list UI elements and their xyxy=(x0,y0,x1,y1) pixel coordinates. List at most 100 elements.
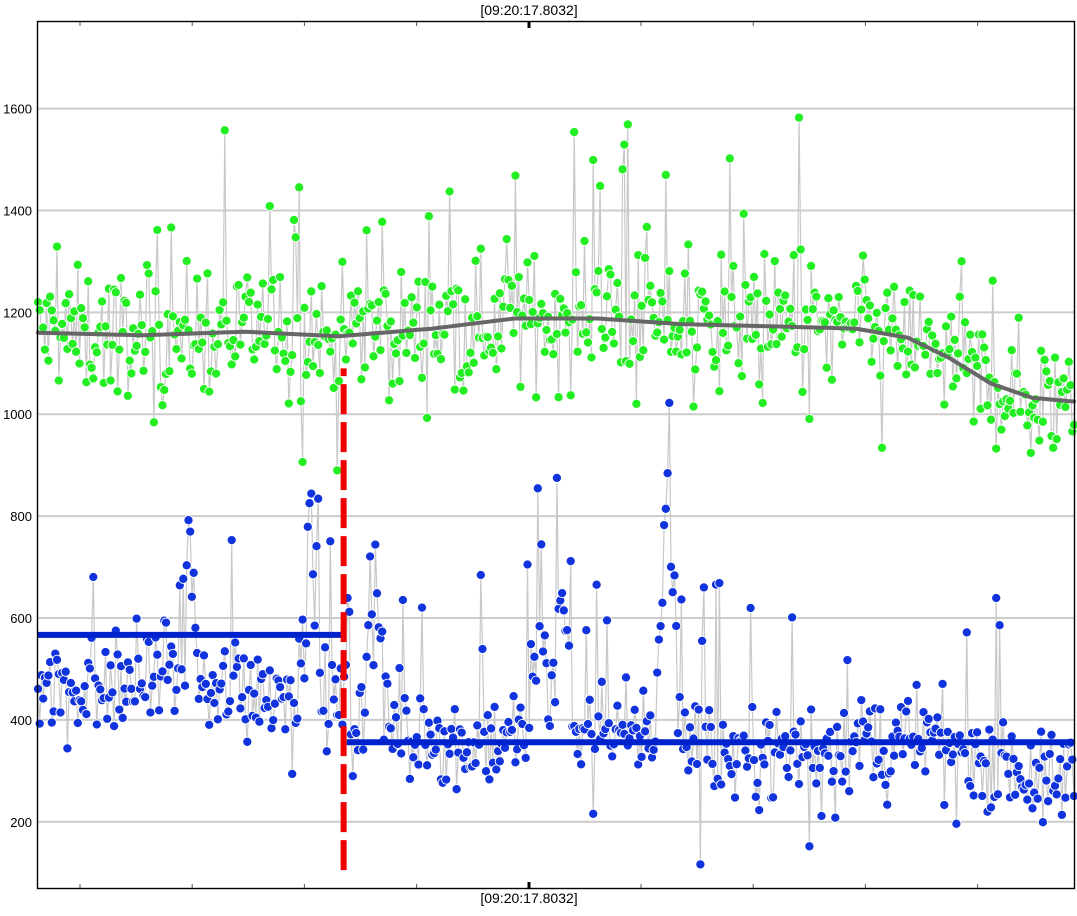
green-data-point xyxy=(679,268,690,279)
blue-data-point xyxy=(629,704,640,715)
green-data-point xyxy=(560,327,571,338)
green-data-point xyxy=(627,336,639,347)
green-data-point xyxy=(878,336,889,347)
blue-data-point xyxy=(209,697,220,709)
green-data-point xyxy=(688,401,699,412)
green-data-point xyxy=(71,346,82,357)
green-data-point xyxy=(136,320,147,331)
green-data-point xyxy=(200,317,211,328)
blue-data-point xyxy=(136,678,147,689)
blue-data-point xyxy=(885,766,896,777)
blue-data-point xyxy=(109,721,120,732)
green-data-point xyxy=(569,127,580,138)
blue-data-point xyxy=(461,747,472,758)
blue-data-point xyxy=(991,592,1002,604)
blue-data-point xyxy=(683,765,694,776)
blue-data-point xyxy=(897,749,908,760)
blue-data-point xyxy=(1037,817,1048,828)
green-data-point xyxy=(138,365,149,376)
green-data-point xyxy=(788,250,799,261)
blue-data-point xyxy=(382,678,393,689)
blue-data-point xyxy=(359,707,370,718)
blue-data-point xyxy=(548,657,559,668)
blue-data-point xyxy=(408,752,419,763)
green-data-point xyxy=(262,313,274,325)
green-data-point xyxy=(371,315,383,326)
blue-data-point xyxy=(787,612,798,623)
green-data-point xyxy=(290,232,301,243)
blue-data-point xyxy=(550,697,561,708)
blue-data-point xyxy=(46,717,57,728)
blue-data-point xyxy=(1022,794,1033,805)
green-data-point xyxy=(769,256,780,267)
green-data-point xyxy=(607,326,618,338)
blue-data-point xyxy=(204,719,215,730)
blue-data-point xyxy=(404,773,415,784)
green-data-point xyxy=(959,317,971,328)
blue-data-point xyxy=(320,642,331,653)
green-series xyxy=(32,112,1077,476)
blue-data-point xyxy=(1068,791,1077,802)
blue-data-point xyxy=(648,744,659,755)
green-data-point xyxy=(1049,352,1061,363)
green-data-point xyxy=(328,382,339,393)
blue-data-point xyxy=(515,702,526,713)
blue-data-point xyxy=(947,749,958,760)
green-data-point xyxy=(152,224,163,236)
green-data-point xyxy=(785,303,796,314)
green-data-point xyxy=(361,225,372,236)
green-data-point xyxy=(1060,401,1071,412)
green-data-point xyxy=(733,358,744,369)
green-data-point xyxy=(622,119,633,130)
green-data-point xyxy=(717,327,728,339)
blue-data-point xyxy=(361,651,372,662)
blue-data-point xyxy=(558,605,569,616)
blue-data-point xyxy=(738,730,749,741)
green-data-point xyxy=(122,390,133,401)
blue-data-point xyxy=(939,799,950,811)
blue-data-point xyxy=(268,715,279,726)
green-data-point xyxy=(316,281,327,292)
blue-data-point xyxy=(171,684,182,695)
green-data-point xyxy=(46,305,57,316)
green-data-point xyxy=(275,272,286,283)
green-data-point xyxy=(548,349,559,360)
green-data-point xyxy=(43,355,54,366)
blue-data-point xyxy=(674,691,685,703)
blue-data-point xyxy=(961,627,972,638)
green-data-point xyxy=(418,338,429,349)
green-data-point xyxy=(985,414,997,425)
green-data-point xyxy=(954,291,965,302)
blue-data-point xyxy=(524,722,535,733)
blue-data-point xyxy=(617,719,628,730)
blue-data-point xyxy=(188,567,199,578)
green-data-point xyxy=(508,327,519,339)
green-data-point xyxy=(1015,406,1026,417)
blue-data-point xyxy=(422,760,433,771)
green-data-point xyxy=(645,280,656,291)
blue-data-point xyxy=(366,609,377,620)
blue-data-point xyxy=(451,784,462,795)
green-data-point xyxy=(940,321,952,332)
blue-data-point xyxy=(51,654,63,665)
blue-data-point xyxy=(584,694,595,705)
blue-data-point xyxy=(764,719,775,731)
blue-data-point xyxy=(716,779,727,790)
blue-data-point xyxy=(811,778,822,789)
y-tick-label: 1000 xyxy=(3,407,32,422)
green-data-point xyxy=(515,381,526,392)
green-data-point xyxy=(887,313,898,324)
green-data-point xyxy=(242,272,253,283)
green-data-point xyxy=(110,287,121,298)
green-data-point xyxy=(121,297,132,308)
top-time-label: [09:20:17.8032] xyxy=(480,2,577,18)
green-data-point xyxy=(752,288,763,299)
green-data-point xyxy=(257,278,268,289)
green-data-point xyxy=(313,339,324,351)
green-data-point xyxy=(761,295,772,306)
blue-data-point xyxy=(909,759,920,771)
blue-data-point xyxy=(965,780,976,792)
green-data-point xyxy=(64,289,75,300)
blue-data-point xyxy=(536,539,547,550)
